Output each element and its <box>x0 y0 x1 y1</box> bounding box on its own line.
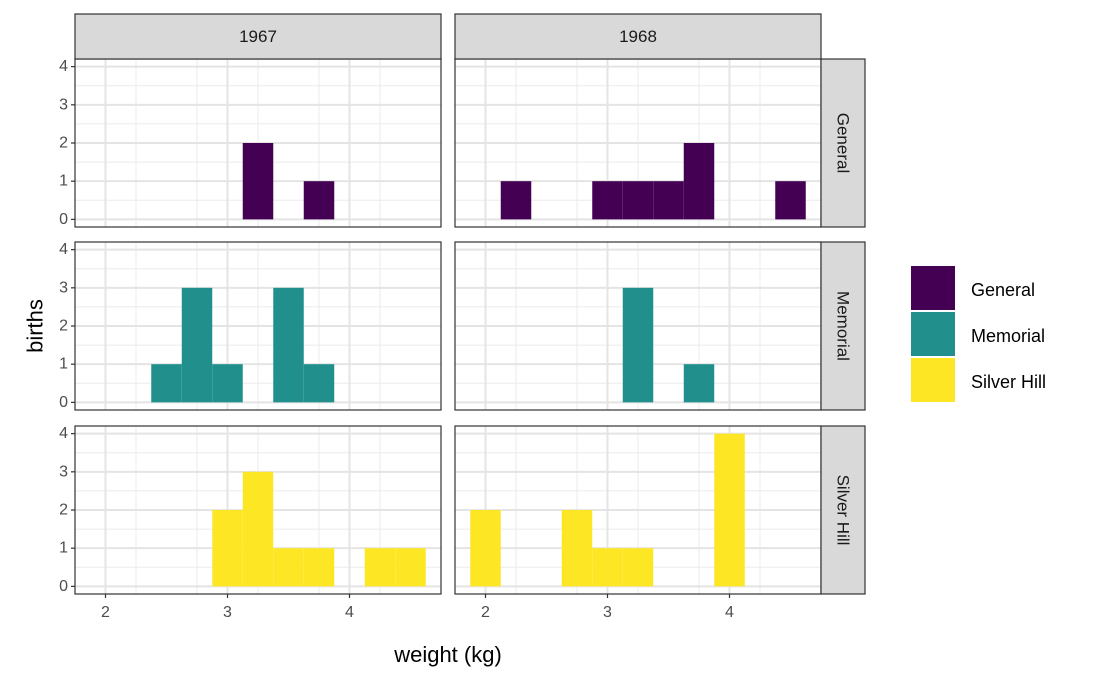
y-axis-title: births <box>23 299 48 353</box>
legend-label: Memorial <box>971 326 1045 346</box>
y-tick-label: 2 <box>59 502 68 519</box>
y-tick-label: 1 <box>59 540 68 557</box>
histogram-bar <box>592 181 623 220</box>
x-axis-title: weight (kg) <box>393 642 502 667</box>
facet-strip-row <box>820 241 866 411</box>
y-tick-label: 3 <box>59 279 68 296</box>
y-tick-label: 3 <box>59 463 68 480</box>
y-tick-label: 0 <box>59 211 68 228</box>
legend-key-swatch <box>911 312 955 356</box>
y-tick-label: 4 <box>59 425 68 442</box>
facet-strip-label-hospital: Memorial <box>834 291 853 361</box>
y-tick-label: 1 <box>59 173 68 190</box>
histogram-bar <box>242 143 274 220</box>
histogram-bar <box>212 364 243 403</box>
histogram-bar <box>303 364 335 403</box>
histogram-bar <box>395 548 426 587</box>
histogram-bar <box>653 181 684 220</box>
histogram-bar <box>212 510 243 587</box>
histogram-bar <box>364 548 396 587</box>
histogram-bar <box>242 471 274 587</box>
histogram-bar <box>622 548 654 587</box>
facet-strip-row <box>820 425 866 595</box>
facet-strip-column <box>74 13 442 60</box>
legend-key-swatch <box>911 266 955 310</box>
histogram-bar <box>622 181 654 220</box>
facet-strip-label-hospital: General <box>834 113 853 173</box>
y-tick-label: 0 <box>59 578 68 595</box>
x-tick-label: 3 <box>223 604 232 621</box>
legend-label: General <box>971 280 1035 300</box>
facet-strip-label-year: 1968 <box>619 27 657 46</box>
x-tick-label: 3 <box>603 604 612 621</box>
x-tick-label: 2 <box>101 604 110 621</box>
histogram-bar <box>303 181 335 220</box>
y-tick-label: 4 <box>59 58 68 75</box>
histogram-bar <box>592 548 623 587</box>
histogram-bar <box>303 548 335 587</box>
y-tick-label: 2 <box>59 318 68 335</box>
histogram-bar <box>273 548 304 587</box>
histogram-bar <box>470 510 501 587</box>
histogram-bar <box>561 510 593 587</box>
x-tick-label: 4 <box>345 604 354 621</box>
histogram-bar <box>683 143 715 220</box>
facet-strip-column <box>454 13 822 60</box>
y-tick-label: 3 <box>59 96 68 113</box>
y-tick-label: 2 <box>59 135 68 152</box>
x-tick-label: 4 <box>725 604 734 621</box>
y-tick-label: 1 <box>59 356 68 373</box>
histogram-bar <box>273 287 304 403</box>
histogram-bar <box>151 364 182 403</box>
y-tick-label: 4 <box>59 241 68 258</box>
facet-strip-label-year: 1967 <box>239 27 277 46</box>
histogram-bar <box>500 181 532 220</box>
histogram-bar <box>683 364 715 403</box>
facet-strip-label-hospital: Silver Hill <box>834 475 853 546</box>
histogram-bar <box>181 287 213 403</box>
legend: General Memorial Silver Hill <box>911 266 1046 402</box>
histogram-bar <box>775 181 806 220</box>
legend-key-swatch <box>911 358 955 402</box>
x-tick-label: 2 <box>481 604 490 621</box>
histogram-bar <box>622 287 654 403</box>
histogram-bar <box>714 433 745 587</box>
legend-label: Silver Hill <box>971 372 1046 392</box>
facet-strip-row <box>820 58 866 228</box>
y-tick-label: 0 <box>59 394 68 411</box>
